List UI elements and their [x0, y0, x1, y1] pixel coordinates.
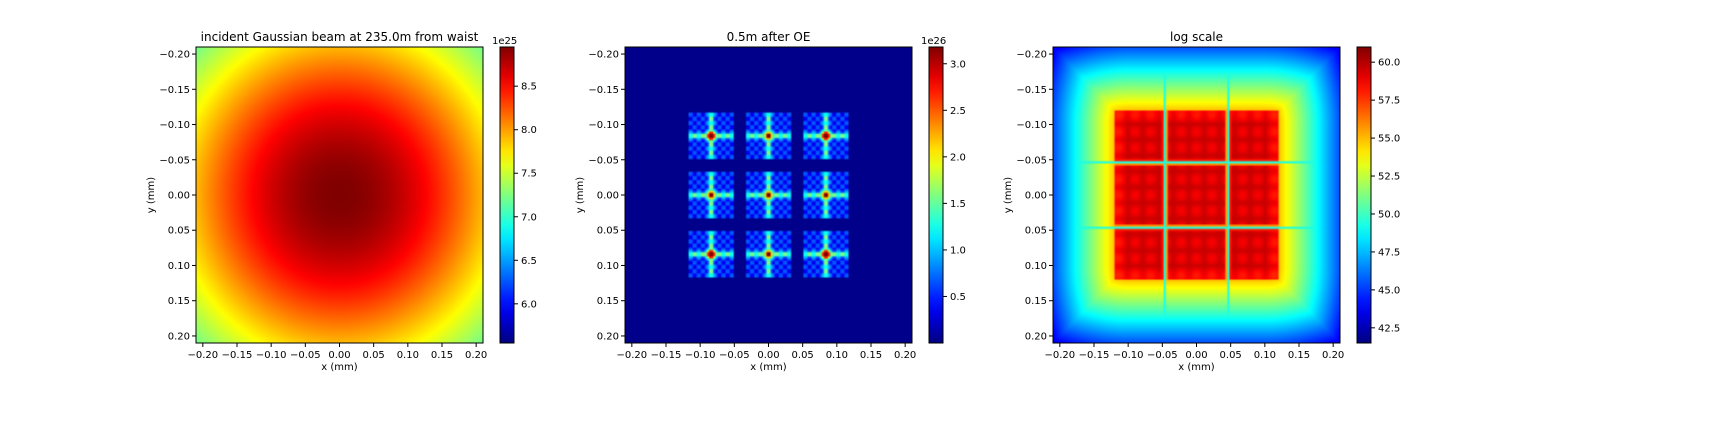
heatmap-image — [625, 47, 912, 343]
colorbar-tick-label: 0.5 — [950, 292, 966, 303]
panel-3: log scale−0.20 −0.15 −0.10 −0.05 0.00 0.05 0.1… — [1003, 30, 1400, 373]
colorbar-tick-label: 42.5 — [1378, 323, 1400, 334]
x-axis-label: x (mm) — [1178, 362, 1214, 373]
colorbar-exponent: 1e25 — [492, 36, 517, 47]
x-tick-label: 0.00 — [328, 350, 350, 361]
y-tick-label: −0.10 — [1016, 120, 1047, 131]
heatmap-image — [196, 47, 483, 343]
colorbar — [500, 47, 514, 343]
y-tick-label: 0.15 — [597, 296, 619, 307]
y-tick-label: 0.00 — [1025, 191, 1047, 202]
x-tick-label: −0.05 — [290, 350, 321, 361]
y-tick-label: −0.05 — [588, 155, 619, 166]
colorbar-tick-label: 7.0 — [521, 212, 537, 223]
x-tick-label: 0.15 — [1288, 350, 1310, 361]
colorbar — [929, 47, 943, 343]
colorbar-tick-label: 47.5 — [1378, 247, 1400, 258]
colorbar-tick-label: 60.0 — [1378, 58, 1400, 69]
y-tick-label: 0.20 — [597, 331, 619, 342]
x-tick-label: 0.20 — [1322, 350, 1344, 361]
colorbar-frame — [928, 46, 944, 344]
x-axis-label: x (mm) — [321, 362, 357, 373]
x-tick-label: −0.10 — [256, 350, 287, 361]
colorbar-tick-label: 45.0 — [1378, 285, 1400, 296]
y-tick-label: −0.05 — [159, 155, 190, 166]
x-tick-label: 0.20 — [894, 350, 916, 361]
colorbar-tick-label: 3.0 — [950, 59, 966, 70]
panel-title: log scale — [1170, 30, 1223, 44]
y-tick-label: 0.05 — [168, 226, 190, 237]
colorbar-frame — [499, 46, 515, 344]
y-axis-label: y (mm) — [146, 177, 157, 213]
panel-title: 0.5m after OE — [727, 30, 811, 44]
colorbar-tick-label: 50.0 — [1378, 209, 1400, 220]
x-tick-label: −0.15 — [651, 350, 682, 361]
colorbar-tick-label: 1.0 — [950, 245, 966, 256]
y-tick-label: −0.20 — [588, 50, 619, 61]
y-axis-label: y (mm) — [575, 177, 586, 213]
y-tick-label: 0.10 — [168, 261, 190, 272]
y-tick-label: 0.05 — [597, 226, 619, 237]
y-tick-label: −0.10 — [159, 120, 190, 131]
x-axis-label: x (mm) — [750, 362, 786, 373]
y-tick-label: −0.15 — [588, 85, 619, 96]
x-tick-label: −0.15 — [1079, 350, 1110, 361]
x-tick-label: 0.10 — [826, 350, 848, 361]
colorbar-tick-label: 2.5 — [950, 106, 966, 117]
colorbar-tick-label: 55.0 — [1378, 134, 1400, 145]
y-tick-label: 0.10 — [597, 261, 619, 272]
y-tick-label: 0.00 — [168, 191, 190, 202]
panel-1: incident Gaussian beam at 235.0m from wa… — [146, 30, 537, 373]
y-tick-label: 0.10 — [1025, 261, 1047, 272]
colorbar-tick-label: 2.0 — [950, 152, 966, 163]
x-tick-label: 0.00 — [1185, 350, 1207, 361]
x-tick-label: 0.05 — [792, 350, 814, 361]
x-tick-label: −0.05 — [1147, 350, 1178, 361]
y-tick-label: −0.05 — [1016, 155, 1047, 166]
x-tick-label: −0.05 — [719, 350, 750, 361]
colorbar-frame — [1356, 46, 1372, 344]
heatmap-image — [1053, 47, 1340, 343]
y-tick-label: 0.20 — [1025, 331, 1047, 342]
x-tick-label: 0.10 — [397, 350, 419, 361]
y-tick-label: 0.15 — [1025, 296, 1047, 307]
y-tick-label: −0.15 — [159, 85, 190, 96]
colorbar-tick-label: 6.5 — [521, 256, 537, 267]
x-tick-label: 0.20 — [465, 350, 487, 361]
colorbar-tick-label: 8.5 — [521, 82, 537, 93]
y-tick-label: −0.20 — [1016, 50, 1047, 61]
x-tick-label: −0.20 — [188, 350, 219, 361]
colorbar-tick-label: 1.5 — [950, 199, 966, 210]
x-tick-label: 0.00 — [757, 350, 779, 361]
y-tick-label: −0.10 — [588, 120, 619, 131]
x-tick-label: −0.10 — [685, 350, 716, 361]
y-tick-label: 0.20 — [168, 331, 190, 342]
colorbar-tick-label: 52.5 — [1378, 172, 1400, 183]
colorbar-exponent: 1e26 — [921, 36, 946, 47]
colorbar — [1357, 47, 1371, 343]
y-tick-label: −0.20 — [159, 50, 190, 61]
x-tick-label: 0.15 — [860, 350, 882, 361]
y-tick-label: 0.00 — [597, 191, 619, 202]
y-tick-label: 0.15 — [168, 296, 190, 307]
x-tick-label: 0.15 — [431, 350, 453, 361]
x-tick-label: −0.15 — [222, 350, 253, 361]
x-tick-label: −0.20 — [617, 350, 648, 361]
colorbar-tick-label: 8.0 — [521, 125, 537, 136]
x-tick-label: 0.10 — [1254, 350, 1276, 361]
x-tick-label: −0.10 — [1113, 350, 1144, 361]
y-tick-label: 0.05 — [1025, 226, 1047, 237]
panel-title: incident Gaussian beam at 235.0m from wa… — [201, 30, 479, 44]
x-tick-label: 0.05 — [1220, 350, 1242, 361]
panel-2: 0.5m after OE−0.20 −0.15 −0.10 −0.05 0.00 0.0… — [575, 30, 966, 373]
colorbar-tick-label: 7.5 — [521, 169, 537, 180]
x-tick-label: −0.20 — [1045, 350, 1076, 361]
x-tick-label: 0.05 — [363, 350, 385, 361]
y-tick-label: −0.15 — [1016, 85, 1047, 96]
colorbar-tick-label: 57.5 — [1378, 96, 1400, 107]
colorbar-tick-label: 6.0 — [521, 299, 537, 310]
y-axis-label: y (mm) — [1003, 177, 1014, 213]
